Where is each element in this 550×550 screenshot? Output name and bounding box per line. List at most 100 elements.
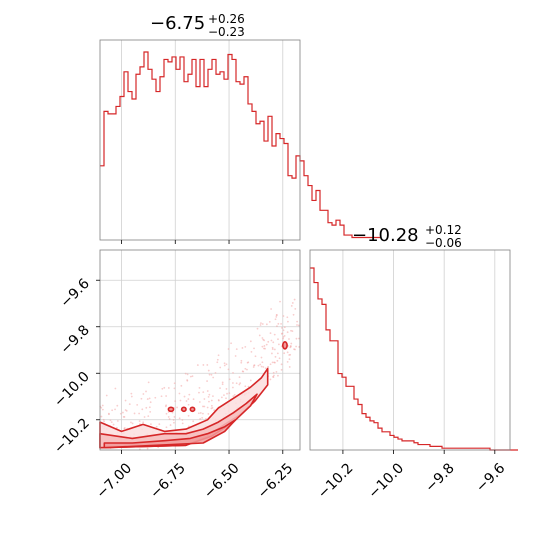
joint-scatter-point <box>210 399 213 402</box>
joint-y-tick-label: −10.0 <box>51 369 93 411</box>
joint-scatter-point <box>138 420 141 423</box>
joint-scatter-point <box>199 418 202 420</box>
joint-scatter-point <box>296 324 298 326</box>
joint-scatter-point <box>169 424 172 426</box>
joint-scatter-point <box>280 322 283 325</box>
joint-scatter-point <box>208 373 211 376</box>
joint-scatter-point <box>219 366 222 369</box>
joint-scatter-point <box>189 375 192 378</box>
joint-scatter-point <box>149 410 152 413</box>
joint-scatter-point <box>278 357 281 360</box>
joint-scatter-point <box>240 361 243 364</box>
joint-scatter-point <box>147 381 150 384</box>
joint-scatter-point <box>191 375 194 378</box>
joint-scatter-point <box>179 399 182 402</box>
joint-scatter-point <box>271 346 274 349</box>
marginal-y-title: −10.28 <box>352 225 419 246</box>
joint-scatter-point <box>277 322 280 325</box>
joint-scatter-point <box>148 397 151 400</box>
joint-scatter-point <box>276 325 278 328</box>
joint-scatter-point <box>141 408 144 411</box>
marginal-x-title-plus: +0.26 <box>208 12 245 26</box>
marginal-y-tick-label: −10.0 <box>366 460 408 502</box>
joint-scatter-point <box>212 376 215 379</box>
joint-scatter-point <box>225 388 228 390</box>
joint-scatter-point <box>273 374 275 377</box>
joint-scatter-point <box>254 355 257 358</box>
joint-scatter-point <box>192 398 195 401</box>
marginal-y-frame <box>309 249 511 451</box>
joint-contour-level-3 <box>103 418 237 449</box>
marginal-x-title-minus: −0.23 <box>208 25 245 39</box>
joint-x-tick-label: −7.00 <box>93 460 135 502</box>
joint-scatter-point <box>207 396 210 398</box>
joint-scatter-point <box>286 351 289 354</box>
joint-scatter-point <box>178 417 181 420</box>
joint-scatter-point <box>217 399 220 402</box>
joint-scatter-point <box>271 348 274 351</box>
joint-scatter-point <box>249 340 252 343</box>
joint-scatter-point <box>240 359 243 362</box>
joint-scatter-point <box>231 386 234 389</box>
joint-scatter-point <box>136 403 139 406</box>
joint-scatter-point <box>187 403 190 406</box>
joint-scatter-point <box>277 338 279 341</box>
joint-scatter-point <box>270 339 273 342</box>
joint-scatter-point <box>221 381 224 384</box>
joint-scatter-point <box>227 348 230 350</box>
joint-scatter-point <box>203 405 206 408</box>
joint-scatter-point <box>282 335 285 338</box>
joint-scatter-point <box>235 382 238 385</box>
joint-scatter-point <box>223 364 226 367</box>
marginal-y-panel: −10.2 −10.0 −9.8 −9.6 −10.28 +0.12 −0.06 <box>309 223 518 502</box>
joint-scatter-point <box>277 343 280 346</box>
joint-scatter-point <box>185 400 188 402</box>
joint-scatter-point <box>168 418 171 420</box>
joint-scatter-point <box>252 366 255 368</box>
marginal-x-frame <box>99 39 301 241</box>
joint-scatter-point <box>235 348 238 351</box>
joint-scatter-point <box>197 412 200 415</box>
joint-scatter-point <box>181 422 184 425</box>
joint-scatter-point <box>147 415 150 418</box>
joint-scatter-point <box>116 420 119 422</box>
joint-scatter-point <box>244 345 247 348</box>
joint-scatter-point <box>280 368 283 371</box>
joint-scatter-point <box>140 397 143 400</box>
joint-scatter-point <box>227 368 230 371</box>
joint-scatter-point <box>250 350 253 353</box>
joint-scatter-point <box>271 352 273 355</box>
joint-scatter-point <box>238 383 241 386</box>
joint-contour-island <box>281 341 288 350</box>
joint-scatter-point <box>173 387 176 390</box>
joint-scatter-point <box>101 408 104 411</box>
joint-scatter-point <box>108 413 110 416</box>
joint-scatter-point <box>228 378 231 381</box>
joint-scatter-point <box>158 423 161 426</box>
joint-scatter-point <box>210 404 213 407</box>
joint-scatter-point <box>259 324 262 326</box>
joint-scatter-point <box>293 348 295 351</box>
joint-scatter-point <box>176 406 178 409</box>
joint-scatter-point <box>130 395 133 398</box>
joint-scatter-point <box>269 363 272 366</box>
joint-scatter-point <box>115 426 118 429</box>
joint-scatter-point <box>186 373 189 376</box>
joint-scatter-point <box>260 356 263 359</box>
joint-scatter-point <box>297 324 300 327</box>
joint-scatter-point <box>181 419 184 421</box>
joint-scatter-point <box>145 406 148 409</box>
joint-scatter-point <box>230 342 233 345</box>
joint-scatter-point <box>294 307 297 310</box>
joint-scatter-point <box>138 412 141 415</box>
joint-scatter-point <box>292 313 295 316</box>
joint-scatter-point <box>206 364 209 366</box>
joint-scatter-point <box>283 352 286 355</box>
joint-scatter-point <box>261 337 264 339</box>
joint-scatter-point <box>128 403 131 406</box>
joint-scatter-point <box>203 398 206 400</box>
joint-scatter-point <box>263 345 266 347</box>
joint-scatter-point <box>286 316 289 319</box>
marginal-y-gridlines <box>342 250 496 450</box>
